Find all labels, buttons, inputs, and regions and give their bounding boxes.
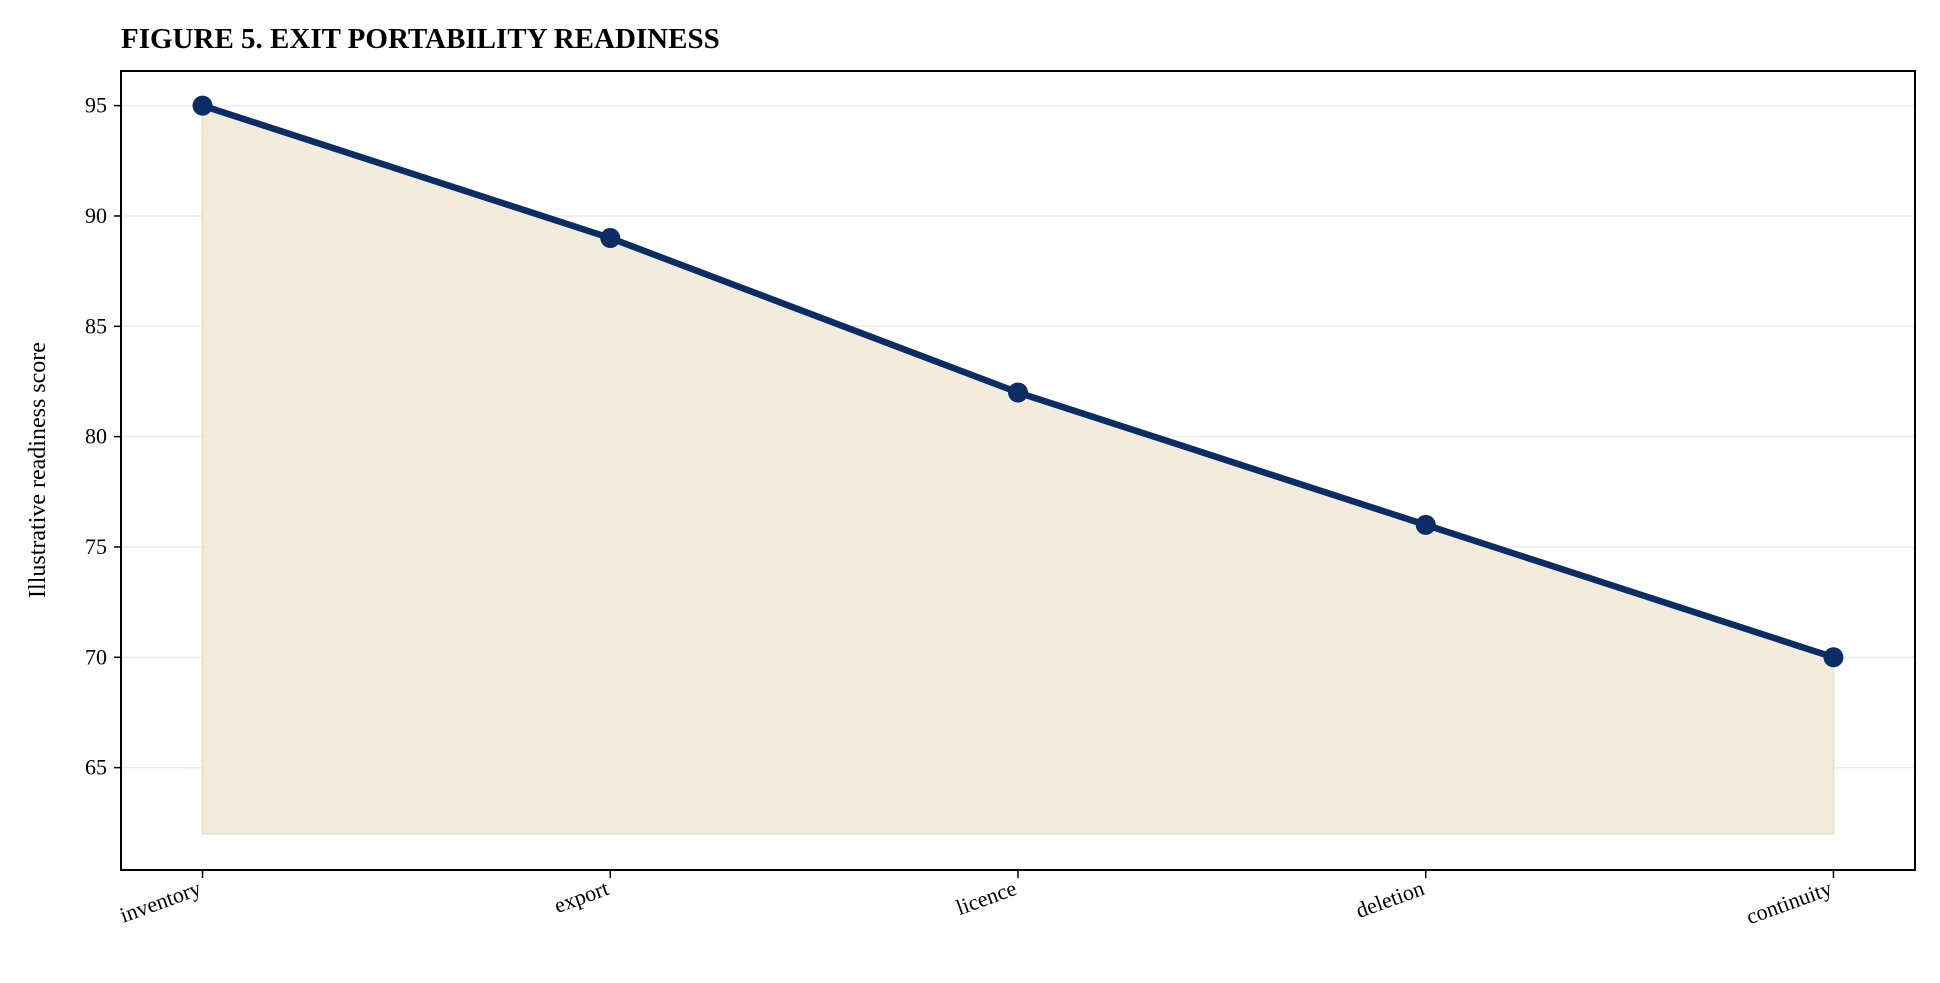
point [1823,647,1844,668]
x-tick-label: continuity [1743,875,1835,929]
x-tick-label: export [551,875,612,918]
y-tick-label: 75 [85,534,107,559]
y-tick-label: 65 [85,755,107,780]
y-axis-label: Illustrative readiness score [25,342,51,598]
area [201,104,1835,835]
point [1008,382,1028,403]
chart-title: FIGURE 5. EXIT PORTABILITY READINESS [121,23,720,55]
y-tick-label: 90 [85,203,107,228]
point [600,228,621,249]
x-tick-label: inventory [116,875,204,927]
x-tick-label: deletion [1352,875,1427,923]
x-tick-label: licence [953,875,1020,920]
point [1415,514,1436,535]
plot-frame [120,70,1916,871]
y-tick-label: 80 [85,424,107,449]
y-tick-label: 70 [85,644,107,669]
point [192,95,213,116]
y-tick-label: 95 [85,93,107,118]
y-tick-label: 85 [85,313,107,338]
